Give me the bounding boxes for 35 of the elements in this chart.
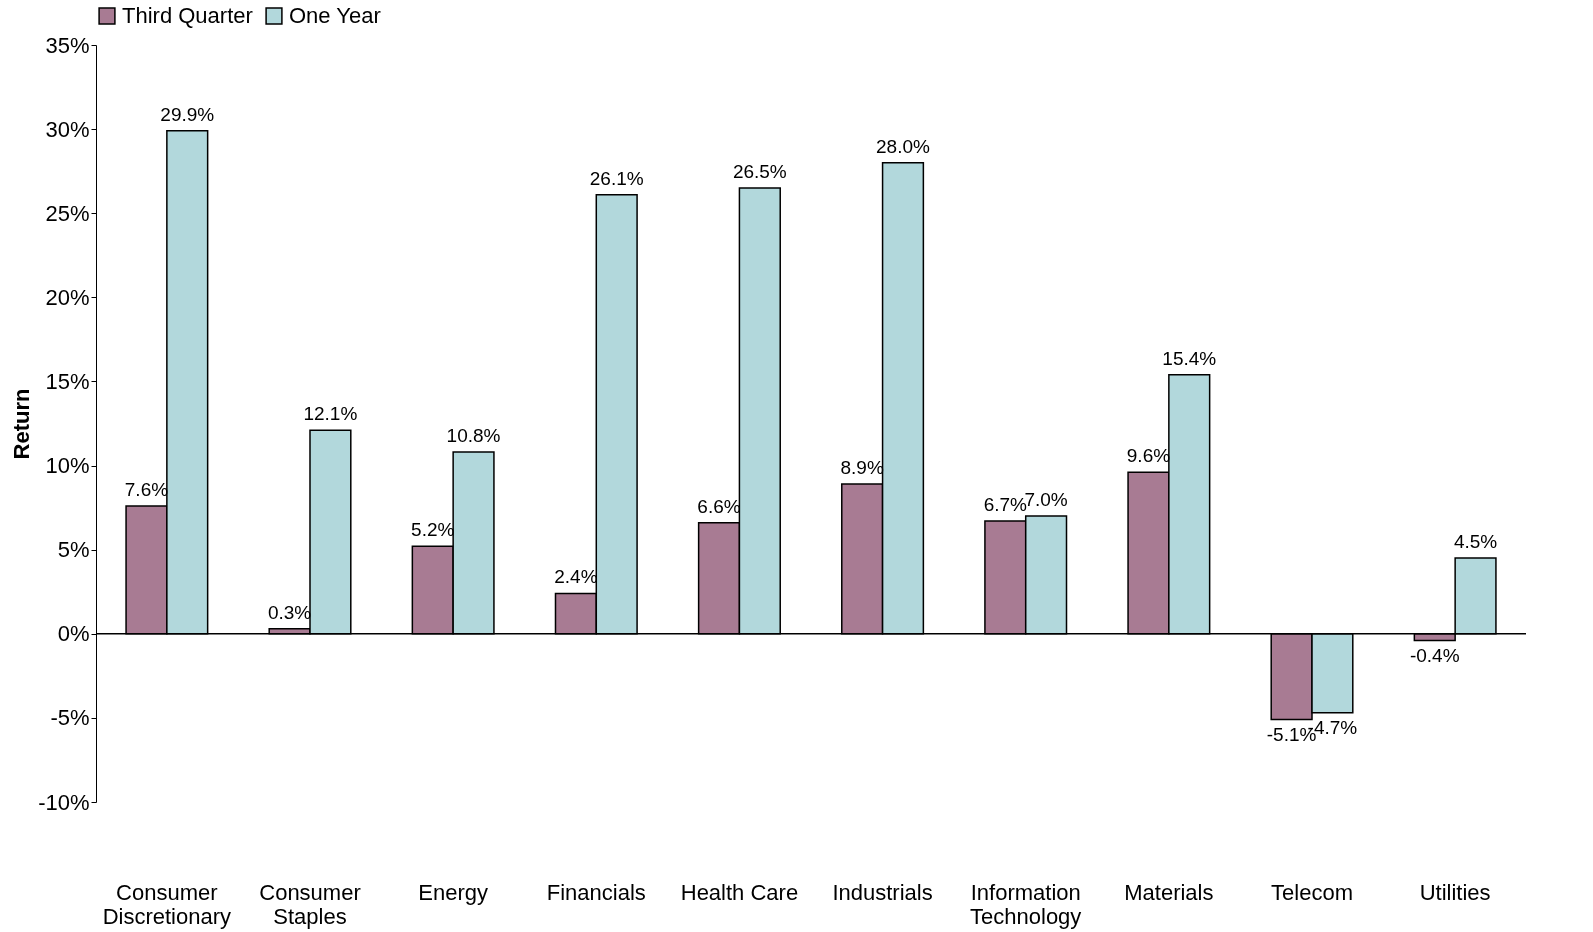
y-tick-label: 5% (57, 537, 90, 563)
data-label: 29.9% (160, 103, 215, 125)
data-label: 10.8% (446, 425, 501, 447)
y-tick-label: -5% (50, 705, 90, 731)
x-tick-label: Information Technology (970, 879, 1082, 929)
legend-label: Third Quarter (122, 3, 253, 28)
x-tick-label: Consumer Discretionary (102, 879, 232, 929)
data-label: 4.5% (1453, 531, 1498, 553)
data-label: 2.4% (554, 566, 598, 588)
x-tick-label: Industrials (832, 879, 933, 905)
data-label: 28.0% (876, 135, 931, 157)
x-tick-label: Consumer Staples (259, 879, 361, 929)
y-tick-label: 30% (45, 116, 90, 142)
y-tick-label: 20% (45, 284, 90, 310)
x-tick-label: Materials (1124, 879, 1214, 905)
y-tick-label: 25% (45, 200, 90, 226)
x-tick-label: Utilities (1419, 879, 1491, 905)
data-label: 6.7% (983, 494, 1028, 516)
x-tick-label: Financials (546, 879, 646, 905)
y-tick-label: 15% (45, 368, 90, 394)
x-tick-label: Health Care (680, 879, 799, 905)
x-tick-label: Energy (418, 879, 488, 905)
data-label: 12.1% (303, 403, 358, 425)
x-tick-label: Telecom (1271, 879, 1353, 905)
y-axis-title: Return (9, 388, 35, 460)
data-label: -0.4% (1409, 644, 1460, 666)
y-tick-label: 0% (57, 621, 90, 647)
y-tick-label: 10% (45, 453, 90, 479)
data-label: 6.6% (697, 495, 741, 517)
data-label: 15.4% (1162, 347, 1217, 369)
y-tick-label: -10% (38, 789, 90, 815)
y-tick-label: 35% (45, 32, 90, 58)
data-label: 26.5% (732, 160, 787, 182)
data-label: 26.1% (589, 167, 644, 189)
legend-label: One Year (289, 3, 381, 28)
